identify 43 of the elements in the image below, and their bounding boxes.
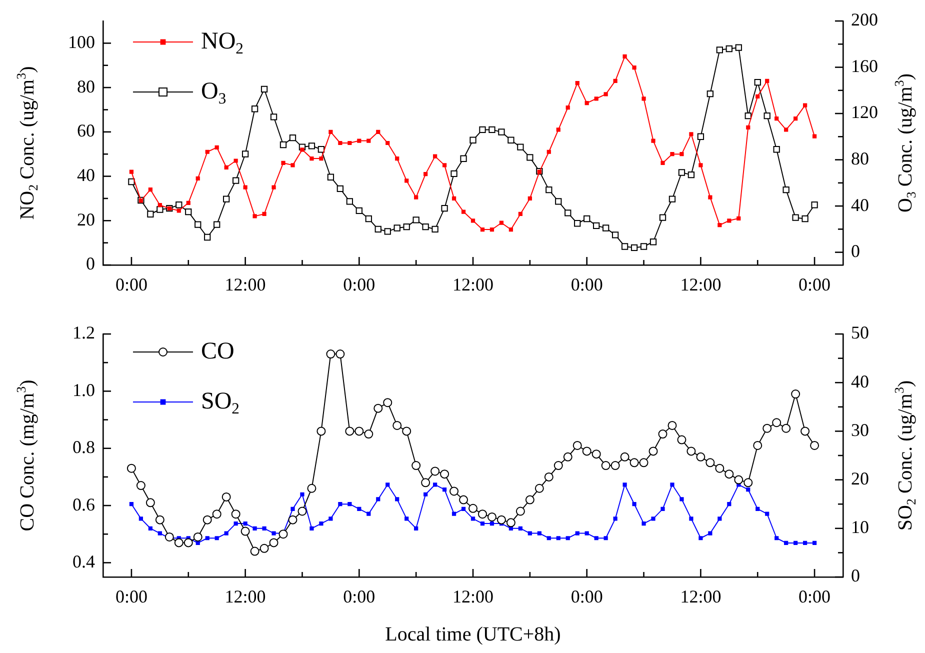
y2-tick-label: 20 bbox=[851, 468, 869, 489]
y-tick-label: 1.0 bbox=[72, 380, 95, 400]
legend-label: CO bbox=[201, 338, 234, 364]
y-tick-label: 40 bbox=[77, 165, 95, 186]
y2-tick-label: 0 bbox=[851, 566, 860, 586]
y2-tick-label: 30 bbox=[851, 420, 869, 440]
x-tick-label: 0:00 bbox=[570, 586, 603, 607]
x-tick-label: 12:00 bbox=[452, 274, 494, 295]
x-tick-label: 12:00 bbox=[224, 274, 266, 295]
y-tick-label: 0.6 bbox=[72, 494, 95, 514]
x-axis-title: Local time (UTC+8h) bbox=[385, 623, 561, 646]
y-tick-label: 100 bbox=[68, 32, 95, 52]
y2-tick-label: 120 bbox=[851, 102, 878, 122]
x-tick-label: 12:00 bbox=[680, 274, 722, 295]
y-axis-title: CO Conc. (mg/m3) bbox=[13, 380, 38, 532]
y2-tick-label: 50 bbox=[851, 322, 869, 343]
x-tick-label: 0:00 bbox=[570, 274, 603, 295]
x-tick-label: 12:00 bbox=[680, 586, 722, 607]
y2-tick-label: 40 bbox=[851, 194, 869, 215]
x-tick-label: 0:00 bbox=[115, 586, 148, 607]
y-tick-label: 60 bbox=[77, 120, 95, 141]
y-tick-label: 0.8 bbox=[72, 437, 95, 458]
x-tick-label: 12:00 bbox=[452, 586, 494, 607]
y-axis-title: NO2 Conc. (ug/m3) bbox=[13, 66, 40, 220]
y2-axis-title: O3 Conc. (ug/m3) bbox=[891, 73, 918, 213]
y-tick-label: 80 bbox=[77, 76, 95, 96]
x-tick-label: 0:00 bbox=[798, 586, 831, 607]
x-tick-label: 0:00 bbox=[798, 274, 831, 295]
y-tick-label: 0.4 bbox=[72, 551, 95, 572]
y2-tick-label: 160 bbox=[851, 56, 878, 76]
y-tick-label: 20 bbox=[77, 209, 95, 230]
y2-tick-label: 10 bbox=[851, 517, 869, 538]
y2-tick-label: 200 bbox=[851, 10, 878, 30]
y-tick-label: 0 bbox=[86, 254, 95, 274]
x-tick-label: 12:00 bbox=[224, 586, 266, 607]
y-tick-label: 1.2 bbox=[72, 322, 95, 343]
x-tick-label: 0:00 bbox=[343, 586, 376, 607]
x-tick-label: 0:00 bbox=[115, 274, 148, 295]
x-tick-label: 0:00 bbox=[343, 274, 376, 295]
y2-tick-label: 80 bbox=[851, 148, 869, 168]
y2-axis-title: SO2 Conc. (ug/m3) bbox=[891, 380, 918, 531]
y2-tick-label: 40 bbox=[851, 371, 869, 392]
y2-tick-label: 0 bbox=[851, 241, 860, 262]
